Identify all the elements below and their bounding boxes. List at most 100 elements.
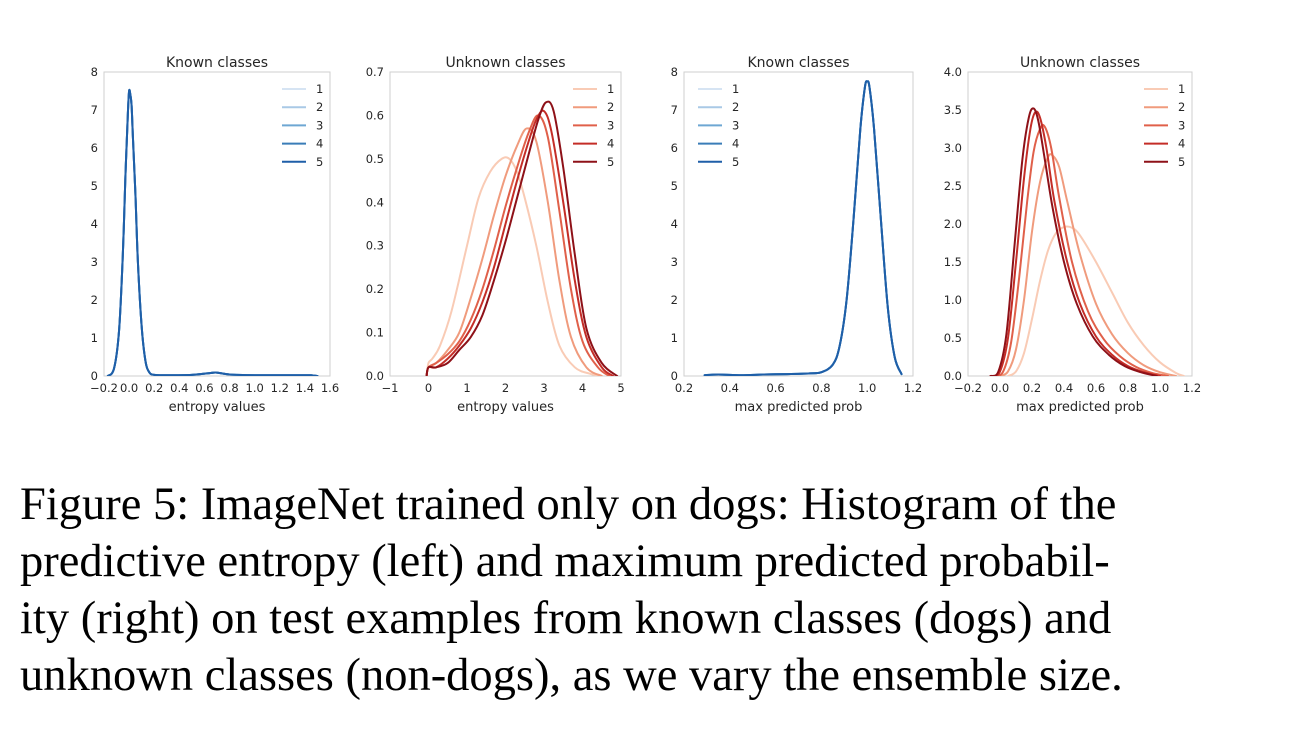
series-line-3 [994, 123, 1169, 376]
y-tick-label: 2.0 [944, 217, 962, 231]
x-tick-label: 0.2 [675, 381, 693, 395]
series-group [425, 100, 619, 376]
chart-title: Known classes [166, 55, 268, 71]
legend-label: 3 [732, 118, 739, 132]
series-line-1 [106, 88, 319, 376]
figure-svg: Known classes−0.2 0.0 0.2 0.4 0.6 0.8 1.0 1.2 1.… [90, 55, 1201, 415]
y-tick-label: 7 [671, 103, 678, 117]
y-tick-label: 2 [91, 293, 98, 307]
chart-title: Known classes [747, 55, 849, 71]
legend-label: 5 [1178, 155, 1185, 169]
y-tick-label: 1 [91, 331, 98, 345]
legend-label: 4 [316, 137, 323, 151]
legend-label: 1 [732, 82, 739, 96]
series-line-3 [106, 88, 319, 376]
y-tick-label: 0.7 [366, 65, 384, 79]
y-tick-label: 6 [671, 141, 678, 155]
plot-frame [389, 71, 622, 377]
y-tick-label: 5 [671, 179, 678, 193]
x-tick-label: 1.2 [1183, 381, 1201, 395]
series-line-4 [106, 88, 319, 376]
x-tick-label: 0.0 [991, 381, 1009, 395]
series-line-5 [425, 100, 619, 376]
y-tick-label: 2 [671, 293, 678, 307]
legend-label: 2 [732, 100, 739, 114]
legend-label: 5 [607, 155, 614, 169]
x-tick-label: 1.6 [321, 381, 339, 395]
x-tick-label: −0.2 [90, 381, 118, 395]
chart-panel-4: Unknown classes−0.2 0.0 0.2 0.4 0.6 0.8 1.0 1.2… [944, 55, 1201, 415]
series-line-3 [425, 114, 611, 376]
legend-label: 1 [316, 82, 323, 96]
x-tick-label: 4 [579, 381, 586, 395]
series-line-5 [703, 80, 903, 376]
x-tick-label: 0.4 [170, 381, 188, 395]
x-tick-label: −1 [382, 381, 399, 395]
x-axis-label: entropy values [457, 400, 554, 415]
x-tick-label: 1 [463, 381, 470, 395]
x-tick-label: 0.8 [812, 381, 830, 395]
y-tick-label: 3.5 [944, 103, 962, 117]
x-tick-label: 1.2 [271, 381, 289, 395]
x-tick-label: 1.4 [296, 381, 314, 395]
x-tick-label: 0.8 [1119, 381, 1137, 395]
y-tick-label: 0.3 [366, 239, 384, 253]
legend-label: 3 [316, 118, 323, 132]
x-tick-label: 0.4 [1055, 381, 1073, 395]
x-tick-label: 0.6 [766, 381, 784, 395]
legend-label: 2 [316, 100, 323, 114]
legend: 1 2 3 4 5 [698, 82, 739, 169]
x-tick-label: −0.2 [954, 381, 982, 395]
y-tick-label: 8 [671, 65, 678, 79]
legend-label: 4 [1178, 137, 1185, 151]
y-tick-label: 0.4 [366, 195, 384, 209]
x-tick-label: 3 [540, 381, 547, 395]
series-line-1 [1007, 225, 1185, 376]
legend-label: 3 [1178, 118, 1185, 132]
x-tick-label: 0.0 [120, 381, 138, 395]
x-tick-label: 1.0 [246, 381, 264, 395]
legend-label: 2 [1178, 100, 1185, 114]
legend-label: 5 [732, 155, 739, 169]
x-axis-label: max predicted prob [735, 400, 863, 415]
chart-panel-3: Known classes 0.2 0.4 0.6 0.8 1.0 1.2 0 1 2 3 4 5 6 7 8… [671, 55, 922, 415]
plot-frame [683, 71, 914, 377]
x-axis-label: max predicted prob [1016, 400, 1144, 415]
legend: 1 2 3 4 5 [282, 82, 323, 169]
y-tick-label: 0.6 [366, 108, 384, 122]
x-tick-label: 5 [617, 381, 624, 395]
y-tick-label: 1.5 [944, 255, 962, 269]
x-tick-label: 1.0 [1151, 381, 1169, 395]
plot-frame [967, 71, 1193, 377]
y-tick-label: 5 [91, 179, 98, 193]
series-line-4 [991, 110, 1161, 376]
y-tick-label: 0 [91, 369, 98, 383]
legend-label: 2 [607, 100, 614, 114]
chart-panel-1: Known classes −0.2 0.0 0.2 0.4 0.6 0.8 1.0 1.2 1.… [90, 55, 339, 415]
series-line-2 [106, 88, 319, 376]
legend-label: 1 [1178, 82, 1185, 96]
x-tick-label: 0.8 [220, 381, 238, 395]
series-group [989, 107, 1185, 376]
y-tick-label: 2.5 [944, 179, 962, 193]
legend-label: 5 [316, 155, 323, 169]
y-tick-label: 0.2 [366, 282, 384, 296]
series-line-4 [425, 109, 615, 376]
legend-label: 4 [732, 137, 739, 151]
plot-frame [103, 71, 331, 377]
x-tick-label: 1.0 [858, 381, 876, 395]
legend: 1 2 3 4 5 [1144, 82, 1185, 169]
x-tick-label: 0.2 [1023, 381, 1041, 395]
x-tick-label: 0.4 [721, 381, 739, 395]
series-line-5 [989, 107, 1158, 376]
figure-caption: Figure 5: ImageNet trained only on dogs:… [20, 479, 1123, 701]
series-line-1 [425, 156, 603, 376]
y-tick-label: 4 [671, 217, 678, 231]
series-group [703, 80, 903, 376]
x-tick-label: 2 [502, 381, 509, 395]
y-tick-label: 1 [671, 331, 678, 345]
x-tick-label: 0.2 [145, 381, 163, 395]
legend-label: 4 [607, 137, 614, 151]
chart-title: Unknown classes [445, 55, 565, 71]
series-group [106, 88, 319, 376]
